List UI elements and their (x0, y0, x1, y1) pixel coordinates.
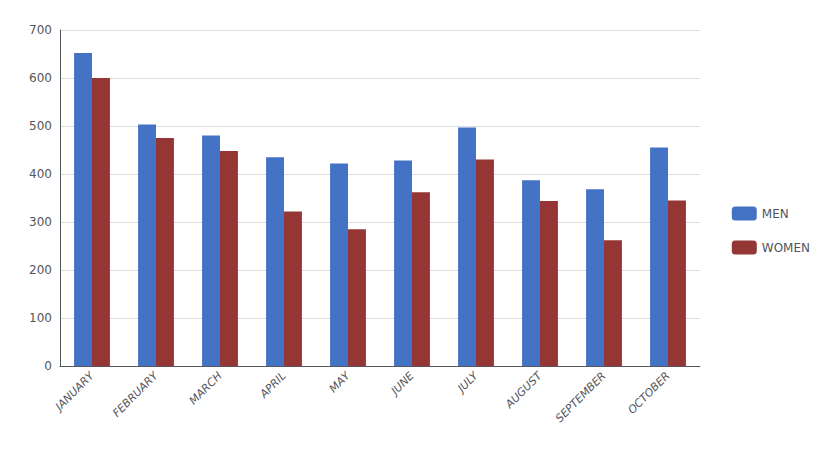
svg-text:0: 0 (44, 359, 52, 373)
svg-text:MARCH: MARCH (187, 369, 225, 407)
svg-text:400: 400 (29, 167, 52, 181)
svg-text:500: 500 (29, 119, 52, 133)
svg-text:JULY: JULY (454, 368, 482, 396)
svg-text:300: 300 (29, 215, 52, 229)
svg-text:200: 200 (29, 263, 52, 277)
svg-text:OCTOBER: OCTOBER (625, 369, 672, 416)
svg-text:MEN: MEN (762, 207, 789, 221)
svg-text:SEPTEMBER: SEPTEMBER (553, 369, 609, 425)
svg-text:FEBRUARY: FEBRUARY (110, 368, 161, 419)
svg-text:WOMEN: WOMEN (762, 241, 810, 255)
svg-text:JANUARY: JANUARY (51, 368, 97, 414)
svg-text:JUNE: JUNE (387, 369, 416, 398)
svg-text:600: 600 (29, 71, 52, 85)
svg-text:AUGUST: AUGUST (502, 368, 545, 411)
svg-text:100: 100 (29, 311, 52, 325)
svg-text:APRIL: APRIL (257, 369, 289, 401)
svg-text:MAY: MAY (327, 368, 354, 395)
svg-text:700: 700 (29, 23, 52, 37)
